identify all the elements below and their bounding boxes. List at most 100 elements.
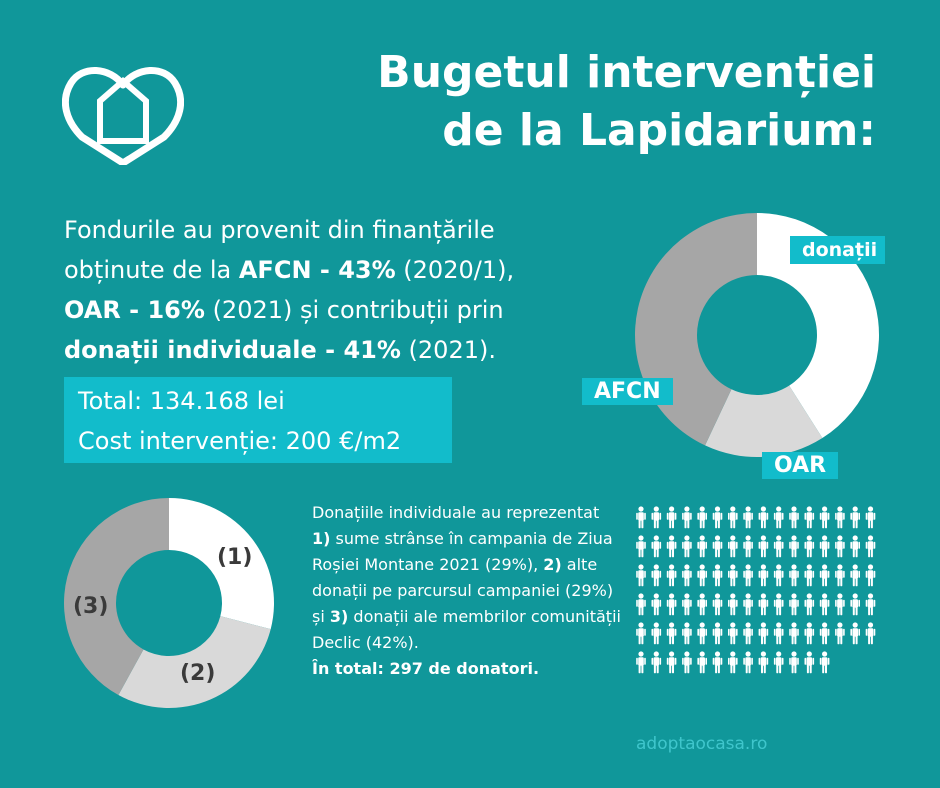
person-icon	[743, 622, 753, 645]
person-icon	[819, 535, 830, 558]
person-icon	[636, 506, 646, 529]
person-icon	[728, 506, 738, 529]
person-icon	[789, 564, 799, 587]
person-icon	[697, 622, 707, 645]
donors-people-grid	[636, 506, 876, 674]
cost-per-m2: Cost intervenție: 200 €/m2	[78, 427, 402, 455]
legend-tag-oar: OAR	[762, 452, 839, 479]
person-icon	[758, 564, 769, 587]
person-icon	[636, 622, 646, 645]
donations-slice-3	[63, 498, 169, 696]
person-icon	[865, 564, 876, 587]
donations-text-part: Donațiile individuale au reprezentat	[312, 503, 600, 522]
donations-text-part: donații ale membrilor comunității Declic…	[312, 607, 621, 652]
person-icon	[651, 593, 662, 616]
person-icon	[819, 651, 830, 674]
person-icon	[697, 535, 707, 558]
person-icon	[789, 593, 799, 616]
person-icon	[850, 506, 860, 529]
oar-period: (2021) și contribuții prin	[204, 296, 504, 324]
donations-text-part: alte donații pe parcursul campaniei (29%…	[312, 555, 614, 626]
person-icon	[819, 622, 830, 645]
person-icon	[835, 622, 845, 645]
person-icon	[835, 535, 845, 558]
person-icon	[804, 593, 815, 616]
person-icon	[728, 564, 738, 587]
page-title: Bugetul intervenției de la Lapidarium:	[276, 44, 876, 160]
person-icon	[712, 651, 723, 674]
segment-label-1: (1)	[217, 545, 253, 570]
person-icon	[819, 564, 830, 587]
person-icon	[758, 622, 769, 645]
donations-text-part: sume strânse în campania de Ziua Roșiei …	[312, 529, 613, 574]
person-icon	[697, 593, 707, 616]
total-amount: Total: 134.168 lei	[78, 387, 285, 415]
person-icon	[666, 506, 677, 529]
person-icon	[728, 593, 738, 616]
person-icon	[850, 622, 860, 645]
person-icon	[682, 564, 692, 587]
person-icon	[636, 651, 646, 674]
person-icon	[651, 651, 662, 674]
person-icon	[789, 651, 799, 674]
person-icon	[773, 506, 784, 529]
person-icon	[743, 564, 753, 587]
person-icon	[697, 564, 707, 587]
person-icon	[865, 535, 876, 558]
person-icon	[804, 506, 815, 529]
segment-label-2: (2)	[180, 661, 216, 686]
person-icon	[804, 535, 815, 558]
item-number-1: 1)	[312, 529, 331, 548]
person-icon	[865, 593, 876, 616]
person-icon	[712, 535, 723, 558]
person-icon	[743, 535, 753, 558]
person-icon	[636, 535, 646, 558]
person-icon	[850, 535, 860, 558]
oar-share: OAR - 16%	[64, 296, 205, 324]
funding-intro-text: Fondurile au provenit din finanțările ob…	[64, 210, 584, 370]
person-icon	[666, 651, 677, 674]
person-icon	[804, 622, 815, 645]
person-icon	[804, 651, 815, 674]
intro-text: Fondurile au provenit din finanțările ob…	[64, 216, 495, 284]
person-icon	[819, 593, 830, 616]
person-icon	[728, 535, 738, 558]
person-icon	[743, 506, 753, 529]
person-icon	[636, 564, 646, 587]
person-icon	[666, 564, 677, 587]
person-icon	[666, 622, 677, 645]
person-icon	[773, 651, 784, 674]
donors-total: În total: 297 de donatori.	[312, 659, 540, 678]
donations-slice-1	[169, 498, 274, 630]
person-icon	[728, 622, 738, 645]
person-icon	[835, 506, 845, 529]
donations-share: donații individuale - 41%	[64, 336, 401, 364]
person-icon	[712, 564, 723, 587]
person-icon	[758, 535, 769, 558]
segment-label-3: (3)	[73, 594, 109, 619]
person-icon	[773, 593, 784, 616]
item-number-2: 2)	[543, 555, 562, 574]
donations-period: (2021).	[400, 336, 496, 364]
person-icon	[758, 506, 769, 529]
legend-tag-donatii: donații	[790, 236, 886, 264]
person-icon	[789, 622, 799, 645]
person-icon	[850, 593, 860, 616]
person-icon	[865, 622, 876, 645]
afcn-period: (2020/1),	[395, 256, 515, 284]
person-icon	[636, 593, 646, 616]
funding-slice-2	[705, 385, 823, 457]
person-icon	[682, 651, 692, 674]
person-icon	[666, 593, 677, 616]
person-icon	[712, 593, 723, 616]
person-icon	[651, 564, 662, 587]
legend-tag-afcn: AFCN	[582, 378, 673, 405]
title-line-2: de la Lapidarium:	[442, 105, 876, 156]
funding-slice-1	[757, 213, 879, 439]
person-icon	[773, 564, 784, 587]
person-icon	[789, 506, 799, 529]
person-icon	[819, 506, 830, 529]
person-icon	[743, 651, 753, 674]
person-icon	[743, 593, 753, 616]
person-icon	[682, 506, 692, 529]
